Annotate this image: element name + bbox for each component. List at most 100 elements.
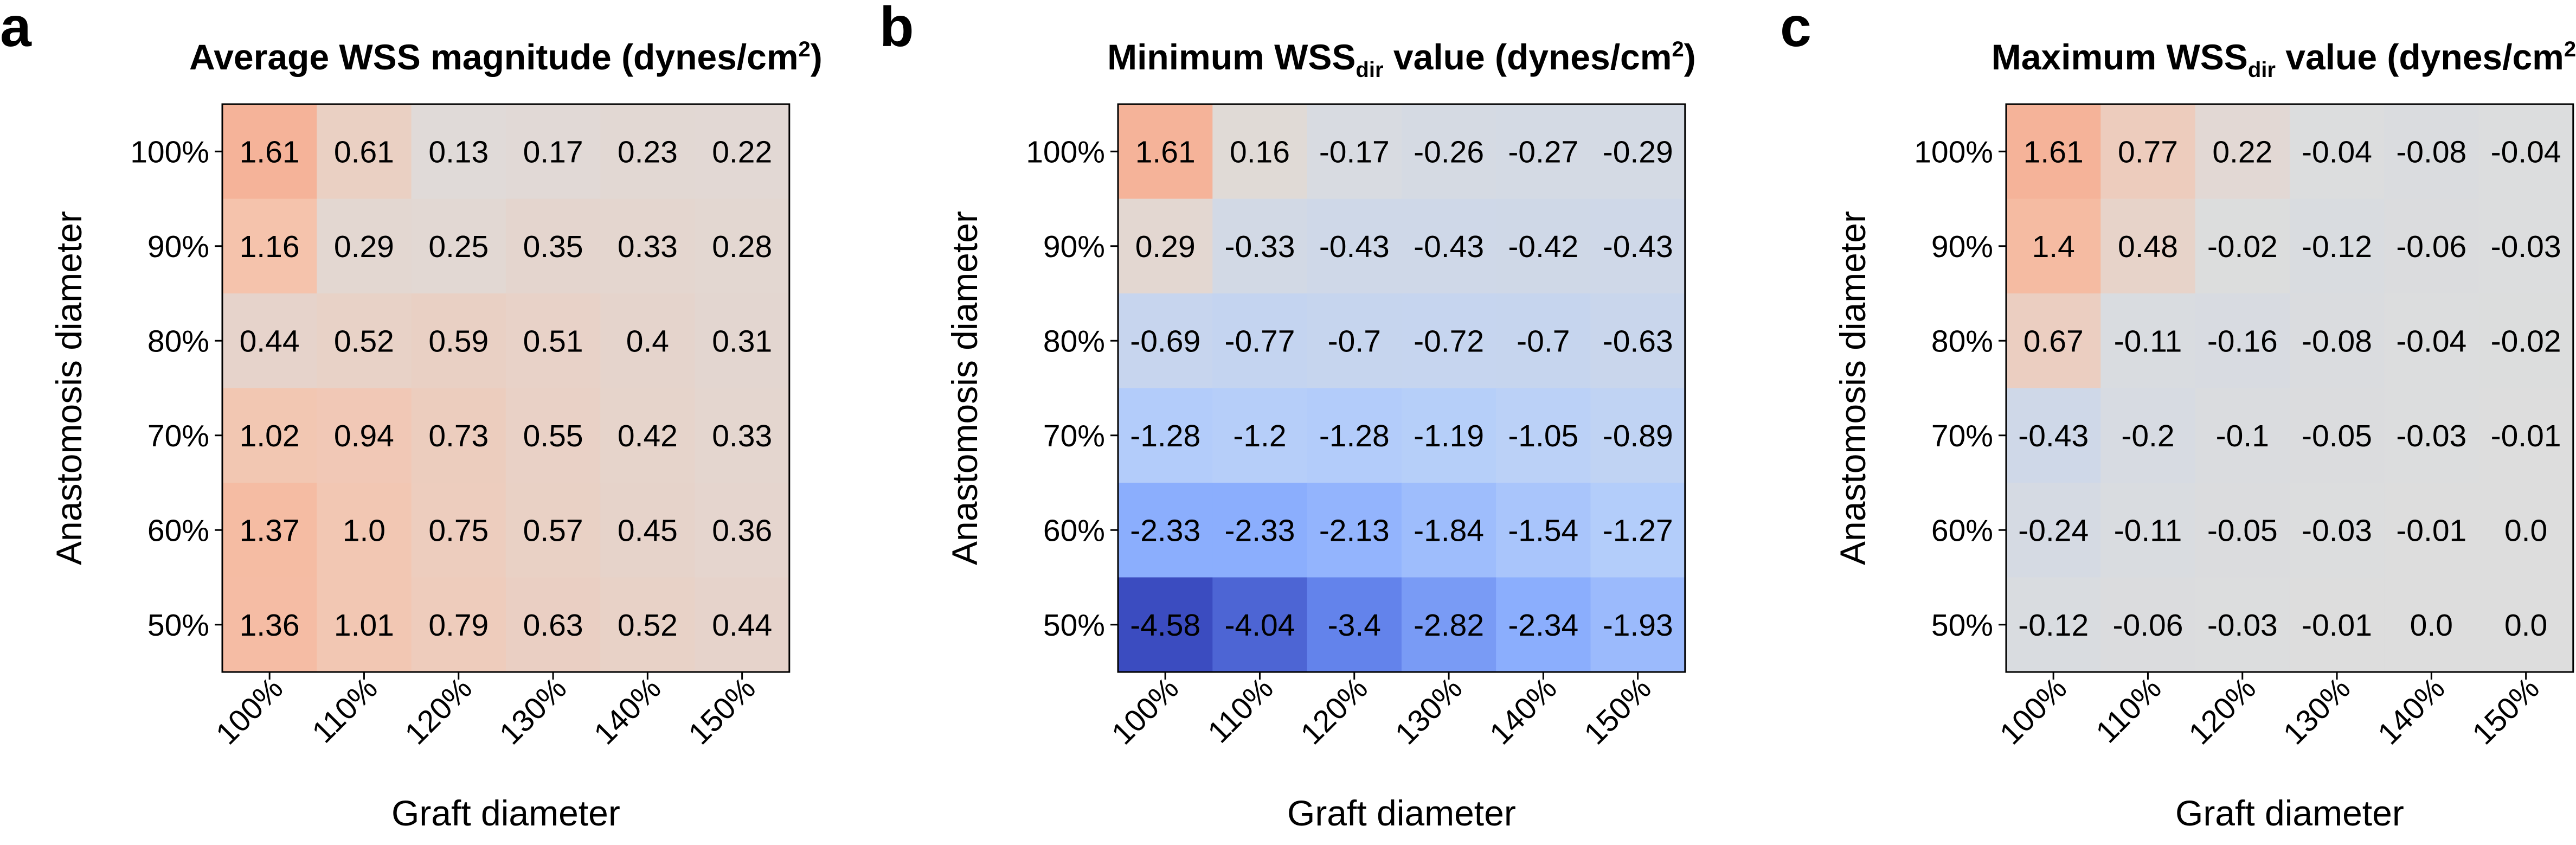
cell-value-label: -0.42 <box>1508 229 1578 264</box>
cell-value-label: -0.27 <box>1508 135 1578 169</box>
x-tick-label: 140% <box>587 671 667 751</box>
heatmap-cell <box>2384 388 2479 483</box>
cell-value-label: -0.2 <box>2121 419 2174 453</box>
x-axis-label: Graft diameter <box>391 793 620 833</box>
heatmap-cell <box>317 577 412 673</box>
cell-value-label: -0.12 <box>2018 608 2089 643</box>
heatmap-cell <box>2478 104 2574 200</box>
cell-value-label: -0.43 <box>1319 229 1390 264</box>
cell-value-label: -0.05 <box>2207 513 2278 548</box>
heatmap-cell <box>1212 388 1308 483</box>
cell-value-label: -0.77 <box>1225 324 1295 359</box>
heatmap-cell <box>317 104 412 200</box>
cell-value-label: 1.61 <box>2023 135 2084 169</box>
chart-title: Minimum WSSdir value (dynes/cm2) <box>1107 37 1696 82</box>
x-axis-label: Graft diameter <box>2175 793 2404 833</box>
heatmap-cell <box>2006 293 2101 389</box>
cell-value-label: 0.48 <box>2118 229 2178 264</box>
heatmap-cell <box>600 388 696 483</box>
cell-value-label: -0.02 <box>2491 324 2561 359</box>
cell-value-label: 0.73 <box>428 419 489 453</box>
heatmap-cell <box>695 104 790 200</box>
heatmap-cell <box>2289 388 2385 483</box>
heatmap-cell <box>505 293 601 389</box>
cell-value-label: -0.05 <box>2302 419 2372 453</box>
plot-frame <box>221 103 791 673</box>
cell-value-label: -1.93 <box>1603 608 1673 643</box>
cell-value-label: -0.69 <box>1130 324 1200 359</box>
cell-value-label: 0.63 <box>523 608 583 643</box>
heatmap-cell <box>2384 104 2479 200</box>
cell-value-label: 0.16 <box>1230 135 1290 169</box>
y-tick-label: 90% <box>1931 229 1993 264</box>
heatmap-cell <box>222 293 317 389</box>
cell-value-label: -0.03 <box>2491 229 2561 264</box>
heatmap-cell <box>1401 483 1496 578</box>
heatmap-cell <box>2478 388 2574 483</box>
cell-value-label: -4.04 <box>1225 608 1295 643</box>
heatmap-cell <box>505 104 601 200</box>
heatmap-cell <box>1401 199 1496 294</box>
cell-value-label: -0.06 <box>2396 229 2466 264</box>
cell-value-label: -0.04 <box>2396 324 2466 359</box>
cell-value-label: 0.4 <box>626 324 669 359</box>
heatmap-cell <box>1590 577 1686 673</box>
x-tick-label: 130% <box>493 671 573 751</box>
heatmap-cell <box>2006 577 2101 673</box>
cell-value-label: 0.79 <box>428 608 489 643</box>
heatmap-cell <box>600 104 696 200</box>
cell-value-label: -0.43 <box>1414 229 1484 264</box>
heatmap-cell <box>222 199 317 294</box>
heatmap-cell <box>1590 388 1686 483</box>
cell-value-label: 1.01 <box>334 608 394 643</box>
cell-value-label: 1.61 <box>240 135 300 169</box>
heatmap-cell <box>411 577 506 673</box>
y-tick-label: 60% <box>1931 513 1993 548</box>
heatmap-cell <box>695 199 790 294</box>
heatmap-cell <box>600 199 696 294</box>
cell-value-label: -2.82 <box>1414 608 1484 643</box>
cell-value-label: -0.04 <box>2491 135 2561 169</box>
cell-value-label: -0.08 <box>2396 135 2466 169</box>
heatmap-cell <box>2195 293 2290 389</box>
cell-value-label: 0.52 <box>334 324 394 359</box>
heatmap-cell <box>1118 293 1213 389</box>
heatmap-cell <box>1307 388 1402 483</box>
heatmap-cell <box>695 293 790 389</box>
y-tick-label: 90% <box>1043 229 1105 264</box>
heatmap-cell <box>1118 388 1213 483</box>
y-tick-label: 100% <box>1914 135 1993 169</box>
y-tick-label: 50% <box>1043 608 1105 643</box>
heatmap-cell <box>2006 483 2101 578</box>
heatmap-cell <box>1212 577 1308 673</box>
x-tick-label: 120% <box>1294 671 1374 751</box>
heatmap-cell <box>1496 199 1591 294</box>
x-tick-label: 110% <box>305 671 384 750</box>
heatmap-cell <box>222 577 317 673</box>
x-tick-label: 100% <box>1993 671 2073 751</box>
heatmap-cell <box>505 577 601 673</box>
heatmap-cell <box>1401 577 1496 673</box>
cell-value-label: -0.04 <box>2302 135 2372 169</box>
cell-value-label: 0.36 <box>712 513 772 548</box>
cell-value-label: -0.11 <box>2114 513 2182 548</box>
cell-value-label: -0.01 <box>2491 419 2561 453</box>
cell-value-label: 1.61 <box>1135 135 1196 169</box>
heatmap-cell <box>2195 388 2290 483</box>
heatmap-cell <box>411 388 506 483</box>
x-tick-label: 120% <box>399 671 479 751</box>
cell-value-label: 0.17 <box>523 135 583 169</box>
heatmap-cell <box>317 388 412 483</box>
x-tick-label: 120% <box>2182 671 2263 751</box>
heatmap-cell <box>1590 293 1686 389</box>
heatmap-cell <box>2384 483 2479 578</box>
x-tick-label: 150% <box>1577 671 1658 751</box>
heatmap-cell <box>2195 199 2290 294</box>
panel-letter: b <box>879 0 914 59</box>
y-tick-label: 50% <box>147 608 209 643</box>
cell-value-label: -2.34 <box>1508 608 1578 643</box>
heatmap-cell <box>222 388 317 483</box>
cell-value-label: 0.33 <box>618 229 678 264</box>
cell-value-label: -0.43 <box>2018 419 2089 453</box>
